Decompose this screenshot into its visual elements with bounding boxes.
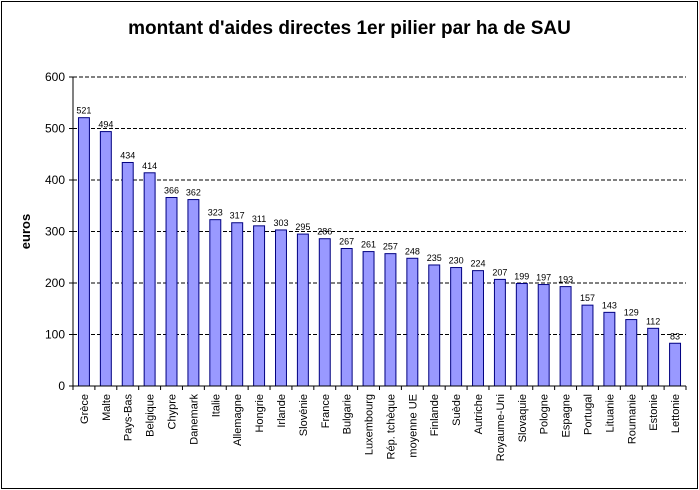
data-label: 295	[295, 222, 310, 232]
data-label: 207	[492, 267, 507, 277]
bar	[318, 238, 331, 387]
x-category-label: Portugal	[582, 394, 594, 435]
bar	[143, 172, 156, 387]
x-category-label: Autriche	[473, 394, 485, 434]
data-labels: 521 494 434 414 366 362 323 317 311 303 295 286 267 2…	[76, 106, 680, 342]
bar	[669, 342, 682, 387]
x-category-label: Royaume-Uni	[495, 394, 507, 461]
y-tick-labels: 0 100 200 300 400 500 600	[45, 70, 73, 393]
x-category-labels: Grèce Malte Pays-Bas Belgique Chypre Danemark…	[72, 386, 687, 461]
x-category-label: Pays-Bas	[123, 394, 135, 442]
bars	[77, 117, 682, 387]
y-tick-label: 300	[45, 225, 65, 239]
data-label: 199	[514, 272, 529, 282]
chart-title: montant d'aides directes 1er pilier par …	[128, 18, 571, 39]
data-label: 362	[186, 188, 201, 198]
bar	[428, 264, 441, 387]
x-category-label: Irlande	[276, 394, 288, 428]
bar	[340, 247, 353, 387]
bar	[625, 319, 638, 387]
bar	[472, 270, 484, 387]
bar	[296, 233, 309, 387]
y-tick-label: 500	[45, 122, 65, 136]
y-tick-label: 0	[58, 379, 65, 393]
x-category-label: Rép. tchèque	[385, 394, 397, 459]
data-label: 224	[471, 259, 486, 269]
x-category-label: Espagne	[561, 394, 573, 437]
x-category-label: Slovénie	[298, 394, 310, 436]
bar	[515, 283, 528, 387]
x-category-label: Roumanie	[626, 394, 638, 444]
data-label: 267	[339, 236, 354, 246]
bar	[231, 222, 244, 387]
x-category-label: Grèce	[79, 394, 91, 424]
x-category-label: Hongrie	[254, 394, 266, 433]
bar	[603, 311, 616, 387]
data-label: 197	[536, 273, 551, 283]
data-label: 257	[383, 242, 398, 252]
data-label: 235	[427, 253, 442, 263]
bar	[187, 199, 200, 387]
data-label: 261	[361, 240, 376, 250]
bar	[275, 229, 287, 387]
x-category-label: France	[320, 394, 332, 428]
x-category-label: Finlande	[429, 394, 441, 436]
bar	[165, 197, 178, 387]
bar	[384, 253, 397, 387]
x-category-label: Danemark	[188, 394, 200, 445]
data-label: 193	[558, 275, 573, 285]
x-category-label: Italie	[210, 394, 222, 417]
data-label: 129	[624, 308, 639, 318]
data-label: 248	[405, 246, 420, 256]
bar	[493, 278, 506, 387]
y-tick-label: 400	[45, 173, 65, 187]
x-category-label: Suède	[451, 394, 463, 426]
data-label: 311	[252, 214, 266, 224]
x-category-label: Estonie	[648, 394, 660, 431]
bar	[121, 161, 134, 387]
x-category-label: Luxembourg	[364, 394, 376, 455]
bar	[647, 327, 660, 387]
data-label: 303	[273, 218, 288, 228]
data-label: 230	[449, 256, 464, 266]
data-label: 521	[76, 106, 91, 116]
bar	[450, 267, 463, 387]
data-label: 366	[164, 186, 179, 196]
data-label: 494	[98, 120, 113, 130]
x-category-label: Lituanie	[604, 394, 616, 433]
data-label: 157	[580, 293, 595, 303]
y-tick-label: 100	[45, 328, 65, 342]
x-category-label: moyenne UE	[407, 394, 419, 458]
x-category-label: Chypre	[167, 394, 179, 429]
x-category-label: Slovaquie	[517, 394, 529, 442]
bar	[99, 131, 112, 387]
x-category-label: Pologne	[539, 394, 551, 434]
y-tick-label: 600	[45, 70, 65, 84]
x-category-label: Malte	[101, 394, 113, 421]
data-label: 286	[317, 227, 332, 237]
bar	[362, 251, 375, 387]
y-axis-label: euros	[18, 214, 33, 249]
bar	[406, 257, 419, 387]
data-label: 112	[646, 316, 660, 326]
bar	[537, 284, 550, 387]
bar	[581, 304, 594, 387]
data-label: 434	[120, 150, 135, 160]
bar	[209, 219, 222, 387]
data-label: 414	[142, 161, 157, 171]
data-label: 323	[208, 208, 223, 218]
x-category-label: Lettonie	[670, 394, 682, 433]
bar	[559, 286, 572, 387]
x-category-label: Allemagne	[232, 394, 244, 446]
x-category-label: Belgique	[145, 394, 157, 437]
bar	[253, 225, 266, 387]
data-label: 143	[602, 300, 617, 310]
bar	[77, 117, 90, 387]
x-category-label: Bulgarie	[342, 394, 354, 434]
y-tick-label: 200	[45, 276, 65, 290]
data-label: 317	[230, 211, 245, 221]
data-label: 83	[670, 331, 680, 341]
